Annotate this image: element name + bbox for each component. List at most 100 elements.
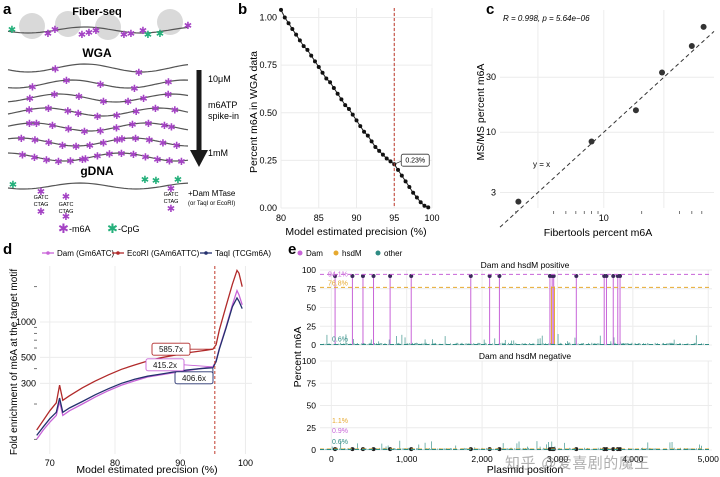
m6a-mark: ✱	[86, 141, 94, 152]
m6a-mark: ✱	[151, 104, 159, 115]
panel-d-x-tick: 70	[45, 458, 55, 468]
m6a-mark: ✱	[173, 141, 181, 152]
panel-d-y-tick: 500	[21, 352, 36, 362]
cpg-mark: ✱	[144, 30, 152, 41]
panel-b-point	[396, 167, 401, 172]
panel-e-grid	[320, 269, 712, 451]
panel-b-point	[305, 47, 310, 52]
wga-strands: ✱ ✱✱✱ ✱ ✱✱✱ ✱ ✱ ✱ ✱ ✱ ✱✱ ✱ ✱ ✱ ✱ ✱ ✱ ✱ ✱✱✱ ✱ ✱ ✱ ✱ ✱ ✱ ✱ ✱✱✱ ✱ ✱ ✱ ✱ ✱…	[7, 63, 189, 168]
panel-b-point	[320, 70, 325, 75]
m6a-mark: ✱	[74, 109, 82, 120]
panel-d-y-tick: 300	[21, 378, 36, 388]
cpg-mark: ✱	[174, 175, 182, 186]
panel-e-dam-point	[551, 274, 556, 278]
panel-e-legend-label: other	[384, 249, 403, 258]
panel-e-dam-point	[604, 447, 609, 452]
m6a-mark: ✱	[167, 184, 175, 195]
panel-b-x-tick: 95	[389, 213, 399, 223]
panel-b-point	[301, 44, 306, 49]
panel-d-series-line	[36, 268, 243, 431]
panel-e-y-tick: 50	[307, 303, 317, 313]
cpg-mark: ✱	[8, 25, 16, 36]
m6a-mark: ✱	[25, 119, 33, 130]
m6a-mark: ✱	[153, 155, 161, 166]
panel-b-point	[411, 190, 416, 195]
nucleosome	[55, 11, 81, 37]
panel-b-point	[350, 112, 355, 117]
panel-e-legend-dot	[375, 250, 381, 256]
m6a-mark: ✱	[124, 97, 132, 108]
panel-b-point	[282, 15, 287, 20]
panel-label-a: a	[3, 1, 12, 18]
panel-d-legend: Dam (Gm6ATC) EcoRI (GAm6ATTC) TaqI (TCGm6A…	[42, 249, 271, 258]
panel-b-point	[286, 21, 291, 26]
m6a-mark: ✱	[96, 80, 104, 91]
panel-d-x-label: Model estimated precision (%)	[76, 464, 217, 476]
panel-b-point	[399, 173, 404, 178]
m6a-mark: ✱	[135, 68, 143, 79]
panel-b-annotation-text: 0.23%	[405, 158, 425, 165]
spike-label-1: m6ATP	[208, 100, 237, 110]
cpg-mark: ✱	[9, 180, 17, 191]
panel-b-point	[358, 124, 363, 129]
panel-e-ticks: 0 25 50 75 100 0 25 50 75 100 0 1,000 2,000 3,000 4,00…	[302, 265, 719, 464]
m6a-mark: ✱	[127, 29, 135, 40]
m6a-mark: ✱	[144, 119, 152, 130]
m6a-mark: ✱	[18, 150, 26, 161]
m6a-mark: ✱	[44, 104, 52, 115]
panel-d-x-tick: 90	[175, 458, 185, 468]
panel-e-dam-point	[611, 274, 616, 278]
spike-in-arrow	[190, 70, 208, 167]
panel-e-y-tick: 0	[311, 445, 316, 455]
m6a-mark: ✱	[62, 76, 70, 87]
panel-c-y-label: MS/MS percent m6A	[475, 64, 487, 161]
panel-b-point	[290, 26, 295, 31]
mtase-label-1: +Dam MTase	[188, 189, 236, 198]
m6a-mark: ✱	[17, 134, 25, 145]
panel-e-x-tick: 4,000	[622, 454, 644, 464]
ctag-label-right: CTAG	[164, 199, 179, 205]
panel-e-dam-point	[468, 274, 473, 278]
panel-d-label-text: 585.7x	[159, 345, 183, 354]
m6a-mark: ✱	[145, 136, 153, 147]
panel-c-x-label: Fibertools percent m6A	[544, 227, 653, 239]
m6a-mark: ✱	[31, 135, 39, 146]
panel-b-point	[346, 106, 351, 111]
cpg-mark: ✱	[156, 29, 164, 40]
panel-d-label-leader	[183, 364, 213, 368]
m6a-mark: ✱	[128, 120, 136, 131]
legend-cpg-label: -CpG	[118, 224, 140, 234]
m6a-mark: ✱	[26, 94, 34, 105]
panel-e-y-tick: 25	[307, 321, 317, 331]
m6a-mark: ✱	[177, 157, 185, 168]
panel-b-y-tick: 0.50	[259, 108, 277, 118]
panel-e-dam-point	[574, 447, 579, 452]
panel-b-annotation-leader	[394, 160, 402, 165]
panel-b-x-tick: 85	[314, 213, 324, 223]
panel-b-ticks: 0.00 0.25 0.50 0.75 1.00 80 85 90 95 100	[259, 13, 439, 223]
panel-e-dam-point	[611, 447, 616, 452]
panel-e-y-tick: 100	[302, 356, 316, 366]
gatc-label-left: GATC	[34, 195, 49, 201]
fiberseq-strand: ✱✱ ✱✱✱ ✱✱ ✱ ✱✱ ✱ ✱	[8, 9, 192, 41]
panel-b-point	[328, 80, 333, 85]
panel-e-legend-label: hsdM	[342, 249, 362, 258]
panel-c-y-tick: 10	[486, 127, 496, 137]
panel-c-point	[659, 69, 666, 76]
m6a-mark: ✱	[164, 90, 172, 101]
fiberseq-label: Fiber-seq	[72, 6, 122, 18]
panel-e-y-tick: 50	[307, 401, 317, 411]
panel-c-point	[515, 198, 522, 205]
panel-e-legend-dot	[297, 250, 303, 256]
m6a-mark: ✱	[50, 90, 58, 101]
panel-e-dam-point	[497, 274, 502, 278]
panel-c-point	[588, 138, 595, 145]
panel-e-y-tick: 75	[307, 378, 317, 388]
m6a-mark: ✱	[62, 212, 70, 223]
panel-d-chart: d Dam (Gm6ATC) EcoRI (GAm6ATTC) TaqI (TCGm…	[3, 241, 271, 476]
panel-c-x-tick: 10	[599, 213, 609, 223]
panel-d-label-box	[151, 342, 191, 356]
panel-e-other-label: 0.6%	[332, 439, 348, 446]
panel-b-point	[335, 91, 340, 96]
